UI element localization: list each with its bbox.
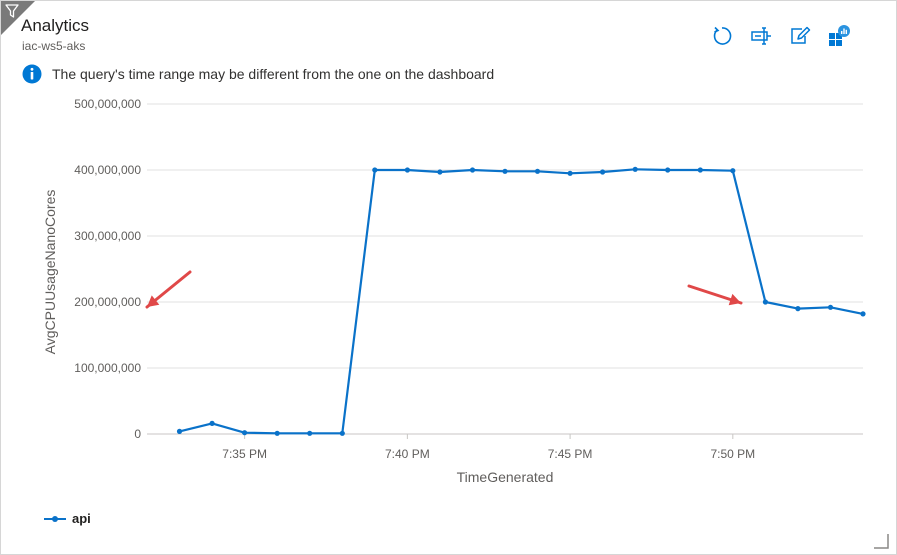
tile-toolbar — [709, 23, 852, 49]
data-point — [274, 430, 280, 436]
y-tick-label: 200,000,000 — [74, 295, 141, 309]
data-point — [730, 168, 736, 174]
data-point — [242, 430, 248, 436]
data-point — [697, 167, 703, 173]
annotation-arrow-right — [687, 284, 743, 306]
data-point — [176, 428, 183, 434]
y-tick-label: 500,000,000 — [74, 97, 141, 111]
pin-to-dashboard-icon — [829, 25, 850, 46]
data-point — [860, 311, 866, 317]
refresh-icon — [713, 26, 732, 45]
open-in-logs-icon — [751, 27, 771, 45]
data-point — [632, 166, 638, 172]
x-tick-label: 7:35 PM — [222, 447, 267, 461]
info-banner: The query's time range may be different … — [22, 63, 494, 85]
edit-query-icon — [791, 26, 811, 44]
data-point — [795, 306, 801, 312]
y-tick-label: 0 — [134, 427, 141, 441]
data-point — [372, 167, 378, 173]
data-point — [209, 420, 215, 426]
arrow-head — [728, 293, 741, 306]
arrow-head — [147, 295, 160, 307]
annotation-arrow-left — [145, 270, 192, 309]
y-axis-title: AvgCPUUsageNanoCores — [42, 190, 58, 355]
x-axis-title: TimeGenerated — [457, 469, 554, 485]
filter-corner-icon[interactable] — [1, 1, 35, 35]
y-tick-label: 100,000,000 — [74, 361, 141, 375]
data-point — [339, 430, 345, 436]
resize-handle-icon[interactable] — [873, 533, 889, 549]
legend-label: api — [72, 511, 91, 526]
info-message: The query's time range may be different … — [52, 66, 495, 82]
refresh-button[interactable] — [709, 23, 735, 49]
y-tick-label: 400,000,000 — [74, 163, 141, 177]
info-icon — [22, 64, 42, 84]
tile-subtitle: iac-ws5-aks — [22, 39, 86, 53]
x-tick-label: 7:50 PM — [710, 447, 755, 461]
data-point — [502, 168, 508, 174]
x-tick-label: 7:45 PM — [548, 447, 593, 461]
data-point — [600, 169, 606, 175]
legend-swatch — [44, 515, 66, 522]
legend-item-api[interactable]: api — [43, 511, 91, 526]
data-point — [404, 167, 410, 173]
open-in-logs-button[interactable] — [748, 23, 774, 49]
data-point — [469, 167, 476, 173]
data-point — [534, 168, 541, 174]
data-point — [665, 167, 671, 173]
data-point — [437, 169, 443, 175]
data-point — [827, 304, 834, 310]
tile-title: Analytics — [21, 16, 90, 35]
pin-to-dashboard-button[interactable] — [826, 23, 852, 49]
x-tick-label: 7:40 PM — [385, 447, 430, 461]
data-point — [307, 430, 313, 436]
data-point — [567, 170, 573, 176]
edit-query-button[interactable] — [787, 23, 813, 49]
series-line-api — [179, 168, 864, 435]
data-point — [762, 299, 769, 305]
y-tick-label: 300,000,000 — [74, 229, 141, 243]
line-chart: 0 100,000,000 200,000,000 300,000,000 400,00… — [42, 97, 866, 485]
